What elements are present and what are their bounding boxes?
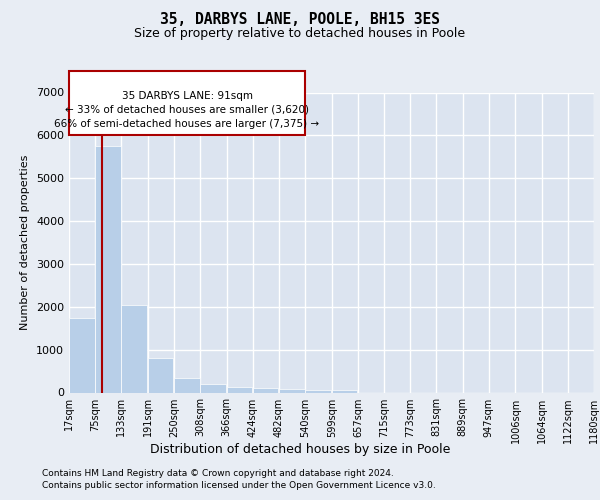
Text: Contains HM Land Registry data © Crown copyright and database right 2024.: Contains HM Land Registry data © Crown c…: [42, 469, 394, 478]
Bar: [332, 390, 358, 392]
Text: Contains public sector information licensed under the Open Government Licence v3: Contains public sector information licen…: [42, 481, 436, 490]
Bar: [121, 304, 147, 392]
Bar: [253, 388, 278, 392]
Bar: [95, 146, 121, 392]
Bar: [279, 389, 305, 392]
Bar: [200, 384, 226, 392]
Bar: [148, 358, 173, 392]
Text: Size of property relative to detached houses in Poole: Size of property relative to detached ho…: [134, 28, 466, 40]
Bar: [174, 378, 200, 392]
Text: 35 DARBYS LANE: 91sqm
← 33% of detached houses are smaller (3,620)
66% of semi-d: 35 DARBYS LANE: 91sqm ← 33% of detached …: [55, 90, 320, 128]
Bar: [305, 390, 331, 392]
FancyBboxPatch shape: [69, 71, 305, 136]
Y-axis label: Number of detached properties: Number of detached properties: [20, 155, 31, 330]
Text: Distribution of detached houses by size in Poole: Distribution of detached houses by size …: [150, 442, 450, 456]
Bar: [69, 318, 95, 392]
Text: 35, DARBYS LANE, POOLE, BH15 3ES: 35, DARBYS LANE, POOLE, BH15 3ES: [160, 12, 440, 28]
Bar: [227, 386, 252, 392]
